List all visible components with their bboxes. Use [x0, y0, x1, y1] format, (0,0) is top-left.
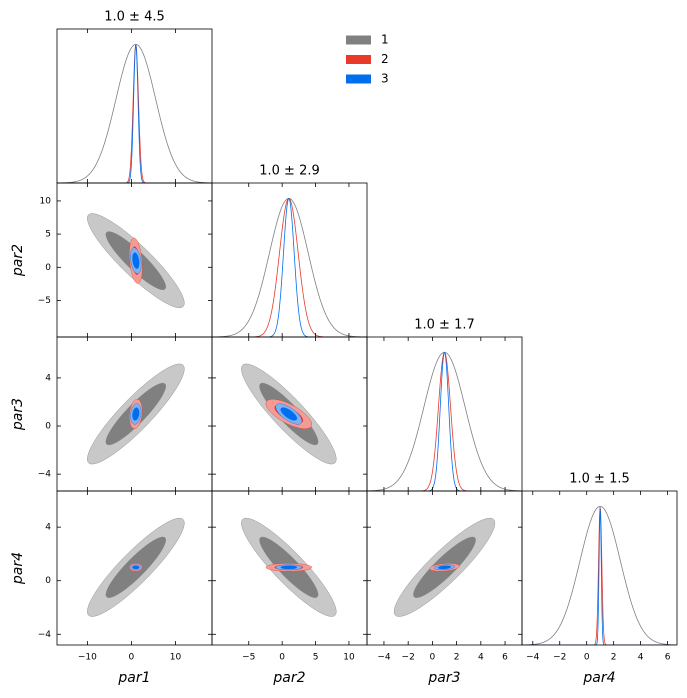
y-axis-label: par3: [10, 398, 26, 431]
x-axis-label: par1: [117, 670, 150, 686]
panel: [522, 505, 677, 645]
legend-swatch: [346, 74, 371, 84]
panel-title: 1.0 ± 1.7: [414, 318, 475, 333]
panel: [87, 363, 185, 465]
panel-frame: [521, 490, 678, 646]
x-tick-label: 0: [129, 653, 135, 663]
y-tick-label: −4: [38, 630, 52, 640]
x-tick-label: 2: [611, 653, 617, 663]
legend-swatch: [346, 35, 371, 45]
contour: [132, 565, 140, 570]
y-axis-label: par2: [10, 244, 26, 277]
x-tick-label: −10: [78, 653, 97, 663]
x-tick-label: −4: [526, 653, 540, 663]
x-tick-label: 0: [430, 653, 436, 663]
panel: [241, 517, 337, 617]
x-axis-label: par3: [427, 670, 460, 686]
y-tick-label: −5: [38, 296, 51, 306]
x-tick-label: 6: [665, 653, 671, 663]
x-axis-label: par2: [272, 670, 305, 686]
x-tick-label: 0: [584, 653, 590, 663]
x-tick-label: −4: [377, 653, 391, 663]
legend-label: 2: [381, 52, 389, 66]
panel-title: 1.0 ± 2.9: [259, 164, 320, 179]
x-tick-label: 2: [454, 653, 460, 663]
y-tick-label: 10: [40, 196, 52, 206]
y-tick-label: 4: [45, 523, 51, 533]
y-axis-label: par4: [10, 552, 26, 585]
x-tick-label: 0: [279, 653, 285, 663]
y-tick-label: 0: [45, 576, 51, 586]
contour: [280, 407, 298, 421]
legend-label: 3: [381, 72, 389, 86]
x-tick-label: 4: [638, 653, 644, 663]
contour: [132, 252, 140, 269]
panel: [393, 517, 496, 617]
marginal-curve: [522, 507, 677, 645]
x-tick-label: 10: [343, 653, 355, 663]
x-tick-label: −2: [402, 653, 415, 663]
marginal-curve: [367, 351, 522, 491]
marginal-curve: [522, 505, 677, 645]
marginal-curve: [212, 197, 367, 337]
marginal-curve: [57, 44, 212, 183]
marginal-curve: [57, 44, 212, 183]
x-tick-label: 10: [170, 653, 182, 663]
panel: [87, 517, 185, 617]
y-tick-label: 4: [45, 373, 51, 383]
panel-title: 1.0 ± 1.5: [569, 472, 630, 487]
contour: [132, 407, 140, 421]
panel: [212, 197, 367, 337]
x-tick-label: 5: [313, 653, 319, 663]
panel: [367, 351, 522, 491]
contour: [280, 565, 298, 570]
x-tick-label: 6: [502, 653, 508, 663]
y-tick-label: 5: [45, 230, 51, 240]
panel-frame: [211, 182, 368, 338]
y-tick-label: 0: [45, 422, 51, 432]
panel-frame: [366, 336, 523, 492]
panel: [241, 363, 337, 465]
marginal-curve: [212, 197, 367, 337]
legend-swatch: [346, 55, 371, 64]
panel-frame: [56, 28, 213, 184]
panel: [57, 44, 212, 183]
x-tick-label: −2: [553, 653, 566, 663]
contour: [437, 565, 452, 570]
panel: [87, 213, 185, 308]
y-tick-label: −4: [38, 470, 52, 480]
marginal-curve: [367, 351, 522, 491]
legend-label: 1: [381, 33, 389, 47]
marginal-curve: [212, 197, 367, 337]
x-tick-label: −5: [242, 653, 255, 663]
y-tick-label: 0: [45, 263, 51, 273]
x-tick-label: 4: [478, 653, 484, 663]
marginal-curve: [367, 351, 522, 491]
panel-title: 1.0 ± 4.5: [104, 10, 165, 25]
x-axis-label: par4: [582, 670, 615, 686]
